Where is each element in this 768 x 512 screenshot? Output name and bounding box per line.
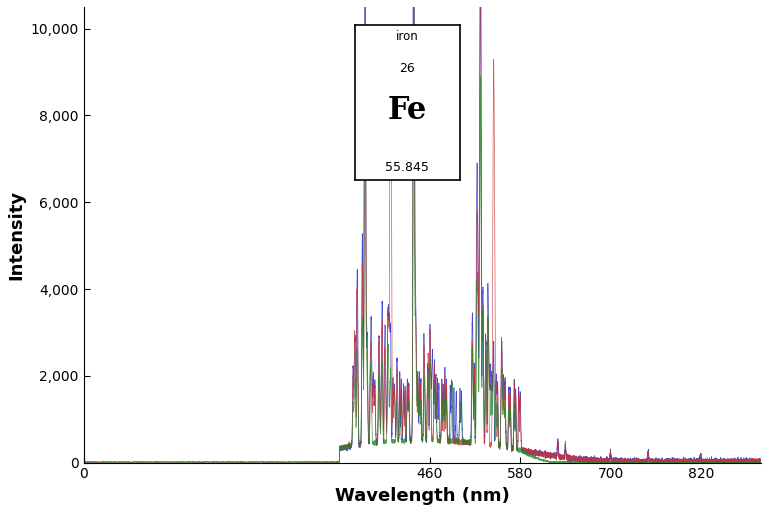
X-axis label: Wavelength (nm): Wavelength (nm) (335, 487, 510, 505)
Y-axis label: Intensity: Intensity (7, 190, 25, 280)
